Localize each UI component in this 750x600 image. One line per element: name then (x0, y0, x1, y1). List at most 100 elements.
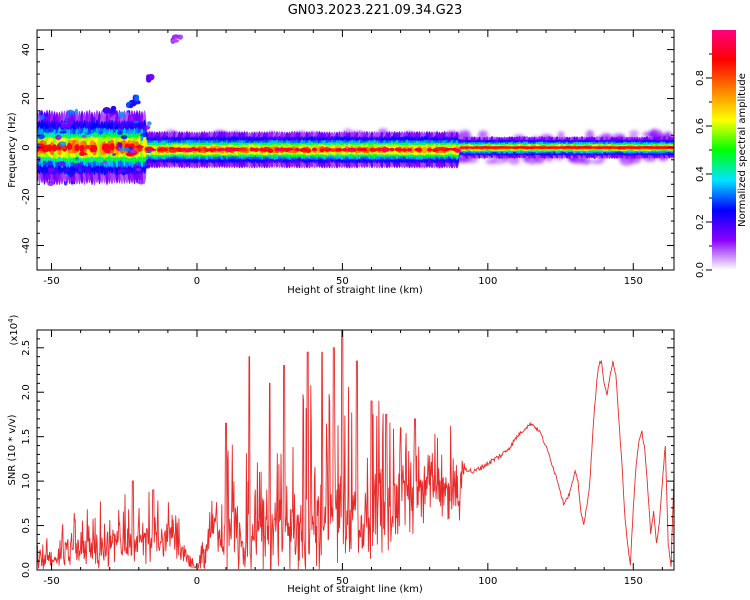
spectrogram-scatter-blob (67, 170, 74, 177)
spectrogram-hotspot (330, 148, 336, 153)
spectrogram-band-cell (361, 147, 368, 152)
spectrogram-halo-blob (485, 158, 497, 165)
spectrogram-hotspot (61, 146, 67, 150)
spectrogram-hotspot (267, 148, 274, 153)
spectrogram-scatter-blob (84, 132, 89, 135)
spectrogram-halo-blob (642, 131, 654, 137)
snr-ytick-label: 2.5 (21, 340, 32, 356)
spectrogram-band-cell (46, 144, 53, 152)
spectrogram-scatter-blob (146, 121, 152, 126)
spectrogram-hotspot (454, 148, 461, 153)
spectrogram-band-cell (311, 147, 318, 152)
spectrogram-scatter-blob (70, 180, 76, 185)
spectrogram-xtick-label: -50 (43, 276, 59, 287)
spectrogram-hotspot (238, 148, 249, 152)
spectrogram-scatter-blob (133, 163, 137, 168)
spectrogram-scatter-blob (64, 117, 69, 122)
spectrogram-hotspot (136, 147, 143, 152)
spectrogram-scatter-blob (102, 160, 108, 164)
spectrogram-hotspot (176, 147, 182, 152)
spectrogram-halo-blob (590, 159, 604, 165)
spectrogram-scatter-blob (145, 164, 151, 169)
snr-ytick-label: 0.0 (21, 562, 32, 578)
spectrogram-hotspot (254, 148, 259, 152)
snr-ytick-label: 2.0 (21, 384, 32, 400)
spectrogram-scatter-blob (58, 130, 67, 134)
spectrogram-hotspot (84, 144, 92, 149)
spectrogram-scatter-blob (129, 149, 137, 154)
spectrogram-scatter-blob (63, 180, 68, 186)
colorbar-tick-label: 0.8 (695, 70, 706, 86)
spectrogram-band-cell (389, 147, 395, 152)
spectrogram-band-cell (211, 148, 218, 152)
spectrogram-scatter-blob (127, 110, 131, 113)
spectrogram-band-cell (416, 148, 423, 152)
spectrogram-scatter-blob (140, 135, 144, 142)
spectrogram-scatter-blob (55, 134, 62, 141)
snr-frame (36, 329, 675, 571)
spectrogram-hotspots (51, 142, 461, 157)
snr-line (37, 330, 674, 570)
colorbar-ticks: 0.0 0.2 0.4 0.6 0.8 (695, 53, 712, 278)
snr-multiplier-close: ) (9, 314, 20, 318)
spectrogram-scatter-blob (135, 167, 141, 172)
spectrogram-heatmap (37, 34, 674, 187)
spectrogram-scatter-blob (57, 161, 65, 166)
spectrogram-hotspot (306, 148, 312, 153)
spectrogram-xtick-label: 100 (478, 276, 497, 287)
spectrogram-band-cell (79, 144, 85, 153)
spectrogram-band-cell (109, 143, 115, 151)
spectrogram-scatter-blob (80, 166, 86, 170)
spectrogram-band-cell (66, 142, 73, 151)
spectrogram-band-cell (406, 147, 413, 152)
spectrogram-hotspot (168, 148, 178, 153)
colorbar: 0.0 0.2 0.4 0.6 0.8 Normalized spectral ampl… (695, 30, 748, 278)
spectrogram-xtick-label: 150 (624, 276, 643, 287)
chart-title: GN03.2023.221.09.34.G23 (288, 3, 463, 18)
spectrogram-halo-blob (478, 130, 489, 138)
snr-xtick-label: 50 (336, 576, 349, 587)
snr-multiplier: (x104) (7, 314, 20, 345)
spectrogram-hotspot (51, 146, 60, 151)
spectrogram-hotspot (168, 146, 176, 150)
spectrogram-scatter-blob (134, 94, 140, 102)
spectrogram-hotspot (149, 148, 157, 152)
spectrogram-scatter-blob (137, 180, 145, 185)
colorbar-tick-label: 0.4 (695, 166, 706, 182)
spectrogram-hotspot (104, 148, 111, 154)
spectrogram-scatter-blob (123, 147, 130, 152)
spectrogram-band-cell (426, 147, 433, 152)
spectrogram-hotspot (144, 147, 150, 151)
spectrogram-hotspot (320, 147, 330, 150)
spectrogram-ytick-label: 0 (21, 144, 32, 150)
spectrogram-halo-blob (580, 157, 592, 165)
spectrogram-hotspot (207, 148, 213, 151)
spectrogram-scatter-blob (91, 116, 96, 123)
snr-xlabel: Height of straight line (km) (287, 584, 423, 595)
spectrogram-scatter (37, 34, 184, 187)
snr-multiplier-exp: 4 (7, 318, 15, 323)
spectrogram-scatter-blob (98, 130, 103, 135)
spectrogram-ytick-label: -40 (21, 237, 32, 253)
spectrogram-scatter-blob (112, 152, 116, 157)
snr-multiplier-base: (x10 (9, 323, 20, 346)
snr-ylabel: SNR (10 * v/v) (7, 414, 18, 485)
colorbar-label: Normalized spectral amplitude (737, 73, 748, 227)
spectrogram-panel: -50 0 50 100 150 -40 -20 0 20 40 Height of straig… (7, 29, 675, 296)
spectrogram-scatter-blob (47, 167, 56, 173)
snr-ytick-label: 0.5 (21, 518, 32, 534)
spectrogram-hotspot (435, 146, 446, 151)
spectrogram-hotspot (347, 147, 357, 151)
spectrogram-scatter-blob (102, 106, 112, 114)
snr-xtick-label: -50 (43, 576, 59, 587)
spectrogram-hotspot (283, 148, 294, 151)
spectrogram-scatter-blob (37, 133, 46, 140)
spectrogram-halo-blob (629, 130, 640, 138)
spectrogram-scatter-blob (121, 171, 126, 176)
spectrogram-hotspot (186, 147, 194, 152)
spectrogram-scatter-blob (129, 103, 134, 109)
snr-xtick-label: 100 (478, 576, 497, 587)
spectrogram-scatter-blob (58, 141, 67, 147)
spectrogram-scatter-blob (146, 75, 152, 83)
